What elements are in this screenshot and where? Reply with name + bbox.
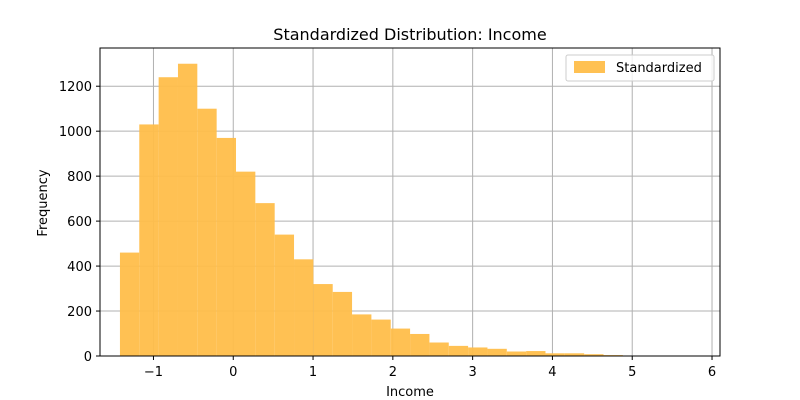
y-tick-label: 1000: [59, 125, 92, 140]
histogram-bar: [448, 345, 469, 356]
y-tick-label: 0: [84, 350, 92, 365]
y-tick-label: 1200: [59, 80, 92, 95]
chart-legend: Standardized: [565, 54, 715, 82]
histogram-bar: [236, 171, 256, 356]
x-axis-label: Income: [386, 385, 434, 400]
x-axis-ticks: −1 0 1 2 3 4 5 6: [144, 356, 716, 380]
y-tick-label: 800: [67, 170, 92, 185]
histogram-bar: [487, 348, 507, 356]
chart-title: Standardized Distribution: Income: [273, 25, 546, 44]
histogram-bar: [390, 328, 411, 356]
x-tick-label: 0: [229, 365, 237, 380]
x-tick-label: 1: [309, 365, 317, 380]
x-tick-label: −1: [144, 365, 163, 380]
histogram-bar: [177, 63, 198, 357]
histogram-bar: [332, 291, 353, 356]
histogram-bar: [564, 353, 585, 356]
y-tick-label: 600: [67, 215, 92, 230]
y-tick-label: 200: [67, 305, 92, 320]
histogram-bar: [506, 351, 527, 356]
histogram-bar: [197, 108, 217, 356]
histogram-bar: [526, 351, 546, 356]
y-axis-ticks: 0 200 400 600 800 1000 1200: [59, 80, 100, 365]
histogram-bar: [255, 203, 275, 356]
x-tick-label: 4: [548, 365, 556, 380]
plot-frame: [99, 47, 721, 357]
histogram-bar: [371, 319, 391, 356]
histogram-bars: [119, 63, 701, 357]
histogram-bar: [352, 314, 372, 356]
histogram-bar: [216, 137, 237, 356]
legend-label: Standardized: [616, 61, 702, 76]
histogram-bar: [313, 284, 333, 356]
y-tick-label: 400: [67, 260, 92, 275]
x-tick-label: 3: [468, 365, 476, 380]
histogram-bar: [158, 77, 178, 356]
histogram-bar: [410, 333, 430, 356]
histogram-bar: [119, 252, 140, 356]
histogram-bar: [294, 259, 314, 356]
legend-swatch: [574, 61, 605, 73]
histogram-bar: [274, 234, 295, 356]
histogram-bar: [584, 354, 604, 356]
y-axis-label: Frequency: [36, 169, 51, 236]
histogram-bar: [139, 124, 159, 356]
histogram-bar: [429, 342, 449, 356]
x-tick-label: 2: [389, 365, 397, 380]
histogram-bar: [468, 347, 488, 356]
histogram-bar: [545, 353, 565, 356]
x-tick-label: 5: [628, 365, 636, 380]
x-tick-label: 6: [708, 365, 716, 380]
